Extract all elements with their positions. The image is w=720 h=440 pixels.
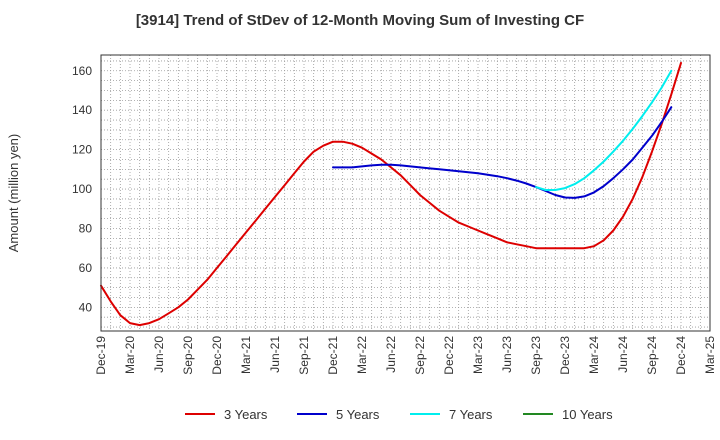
series-lines: [100, 61, 682, 327]
x-tick-label: Sep-23: [529, 336, 543, 375]
y-tick-label: 40: [79, 300, 93, 314]
x-tick-label: Dec-22: [442, 336, 456, 375]
legend-label-3-years: 3 Years: [224, 407, 268, 422]
x-tick-labels: Dec-19 Mar-20 Jun-20 Sep-20 Dec-20 Mar-21 Jun-…: [94, 336, 717, 375]
plot-frame: [100, 54, 711, 332]
x-tick-label: Dec-21: [326, 336, 340, 375]
x-tick-label: Sep-24: [645, 336, 659, 375]
x-tick-label: Mar-23: [471, 336, 485, 374]
legend-label-5-years: 5 Years: [336, 407, 380, 422]
legend-label-7-years: 7 Years: [449, 407, 493, 422]
y-tick-label: 140: [72, 103, 92, 117]
series-line-7-years: [535, 69, 673, 191]
x-tick-label: Jun-22: [384, 336, 398, 373]
plot-background: [101, 55, 710, 331]
x-tick-label: Dec-20: [210, 336, 224, 375]
x-tick-label: Dec-19: [94, 336, 108, 375]
x-tick-label: Mar-20: [123, 336, 137, 374]
x-tick-label: Dec-24: [674, 336, 688, 375]
legend-label-10-years: 10 Years: [562, 407, 613, 422]
legend: 3 Years 5 Years 7 Years 10 Years: [185, 407, 613, 422]
y-tick-label: 100: [72, 182, 92, 196]
x-tick-label: Mar-21: [239, 336, 253, 374]
x-tick-label: Mar-24: [587, 336, 601, 374]
x-tick-label: Jun-20: [152, 336, 166, 373]
x-tick-label: Sep-20: [181, 336, 195, 375]
x-tick-label: Jun-21: [268, 336, 282, 373]
x-tick-label: Jun-24: [616, 336, 630, 373]
series-line-5-years: [332, 106, 673, 199]
y-tick-label: 60: [79, 261, 93, 275]
series-line-3-years: [100, 61, 682, 327]
y-tick-label: 160: [72, 64, 92, 78]
y-tick-label: 80: [79, 221, 93, 235]
y-tick-label: 120: [72, 143, 92, 157]
y-tick-labels: 40 60 80 100 120 140 160: [72, 64, 92, 315]
x-tick-label: Mar-22: [355, 336, 369, 374]
y-axis-label: Amount (million yen): [6, 134, 21, 253]
grid-lines: [100, 55, 711, 331]
x-tick-label: Sep-22: [413, 336, 427, 375]
x-tick-label: Dec-23: [558, 336, 572, 375]
chart-title: [3914] Trend of StDev of 12-Month Moving…: [135, 12, 585, 29]
x-tick-label: Sep-21: [297, 336, 311, 375]
x-tick-label: Mar-25: [703, 336, 717, 374]
x-tick-label: Jun-23: [500, 336, 514, 373]
